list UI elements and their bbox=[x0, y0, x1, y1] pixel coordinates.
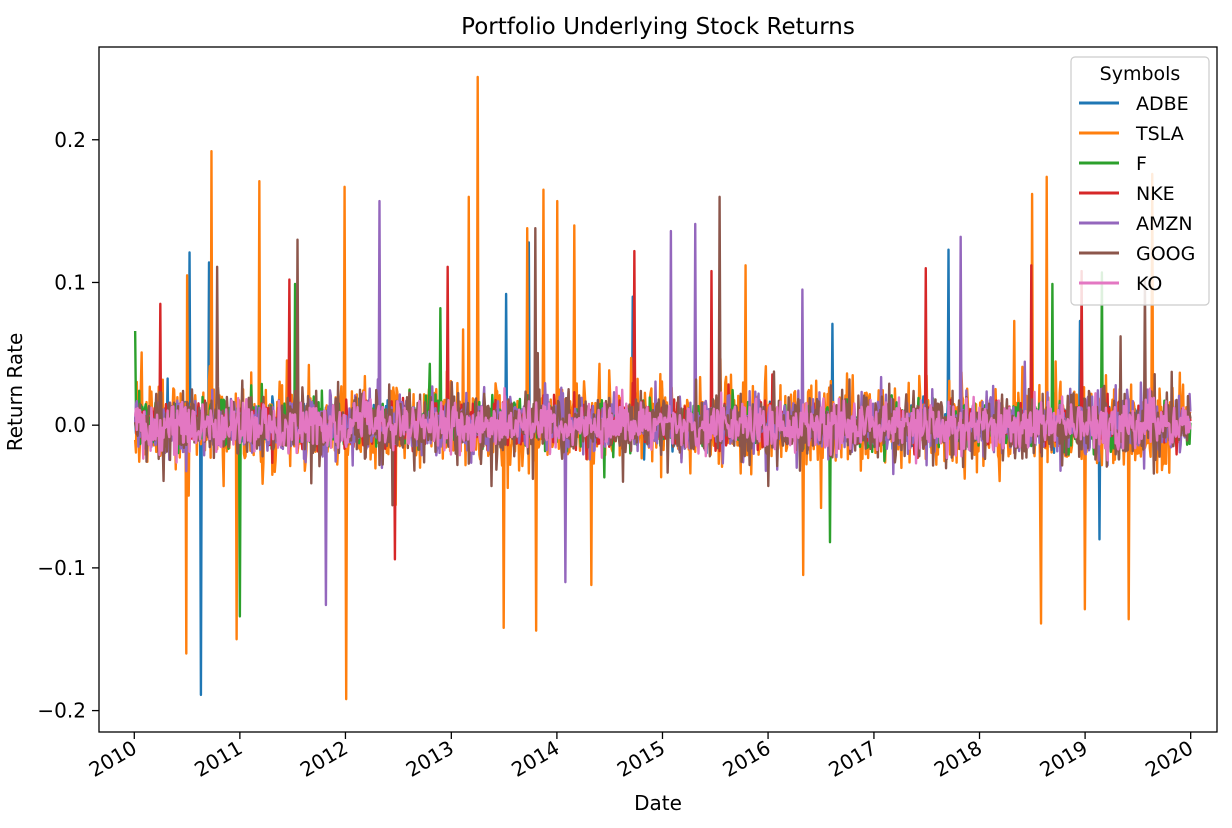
series-layer bbox=[133, 75, 1192, 701]
y-tick-label: −0.2 bbox=[37, 699, 86, 723]
y-axis-title: Return Rate bbox=[3, 333, 27, 452]
y-tick-label: 0.1 bbox=[54, 270, 86, 294]
chart-title: Portfolio Underlying Stock Returns bbox=[461, 14, 855, 40]
plot-frame bbox=[98, 46, 1218, 733]
y-tick-label: 0.0 bbox=[54, 413, 86, 437]
legend-box bbox=[1070, 56, 1210, 306]
legend-label-goog: GOOG bbox=[1136, 243, 1195, 265]
legend-label-nke: NKE bbox=[1136, 183, 1175, 205]
series-line-ko bbox=[133, 385, 1192, 465]
legend-label-tsla: TSLA bbox=[1135, 123, 1184, 145]
legend-label-amzn: AMZN bbox=[1136, 213, 1193, 235]
y-tick-label: −0.1 bbox=[37, 556, 86, 580]
legend-items: ADBE TSLA F NKE AMZN GOOG KO bbox=[1079, 93, 1195, 295]
legend-label-ko: KO bbox=[1136, 273, 1162, 295]
y-tick-label: 0.2 bbox=[54, 128, 86, 152]
legend: Symbols ADBE TSLA F NKE AMZN GOOG KO bbox=[1070, 56, 1210, 306]
legend-label-adbe: ADBE bbox=[1136, 93, 1189, 115]
legend-label-f: F bbox=[1136, 153, 1147, 175]
legend-title: Symbols bbox=[1100, 63, 1181, 85]
y-axis: −0.2 −0.1 0.0 0.1 0.2 bbox=[37, 128, 99, 723]
x-axis-title: Date bbox=[634, 791, 682, 815]
